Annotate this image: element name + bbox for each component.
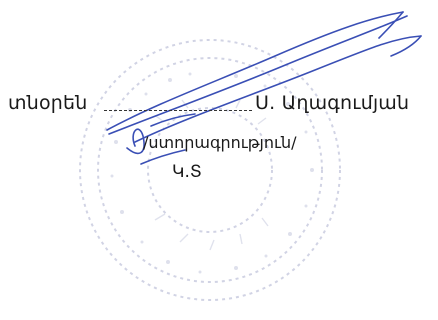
- signatory-name: Ս. Աղագումյան: [255, 92, 410, 114]
- signature-caption: /ստորագրություն/: [143, 133, 297, 152]
- official-stamp: [79, 39, 341, 301]
- seal-mark: Կ.Տ: [172, 162, 202, 182]
- handwritten-signature: [106, 11, 422, 165]
- signatory-title: տնօրեն: [8, 92, 88, 114]
- signature-line: [104, 110, 252, 111]
